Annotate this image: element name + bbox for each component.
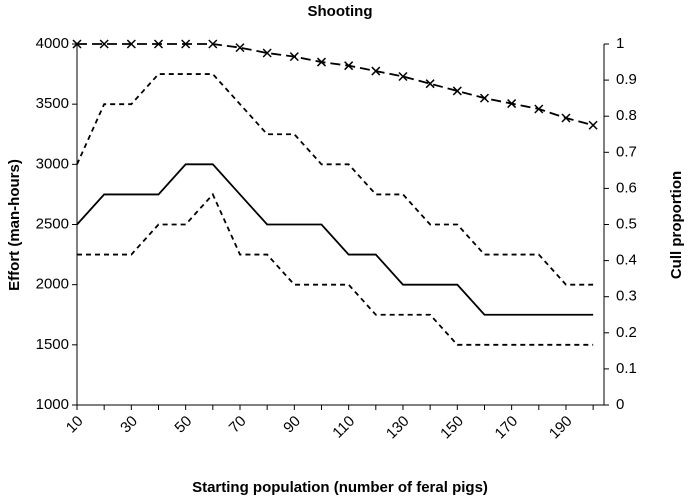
- y2-tick-label: 0.7: [616, 143, 637, 160]
- y-tick-label: 3000: [36, 155, 69, 172]
- x-tick-label: 30: [117, 413, 141, 437]
- series-line: [77, 43, 594, 127]
- x-tick-label: 150: [437, 413, 467, 443]
- marker: [99, 39, 109, 49]
- chart-title: Shooting: [308, 3, 373, 20]
- marker: [262, 48, 272, 58]
- series-line: [77, 192, 594, 346]
- y-tick-label: 3500: [36, 95, 69, 112]
- x-tick-label: 90: [280, 413, 304, 437]
- y2-tick-label: 1: [616, 35, 624, 52]
- marker: [452, 86, 462, 96]
- y2-tick-label: 0.3: [616, 288, 637, 305]
- y2-tick-label: 0.8: [616, 107, 637, 124]
- marker: [344, 61, 354, 71]
- y2-tick-label: 0.5: [616, 215, 637, 232]
- marker: [534, 104, 544, 114]
- y2-tick-label: 0.9: [616, 71, 637, 88]
- y2-tick-label: 0.4: [616, 252, 637, 269]
- series-line: [76, 163, 594, 316]
- marker: [371, 66, 381, 76]
- marker: [588, 120, 598, 130]
- x-tick-label: 50: [171, 413, 195, 437]
- marker: [479, 93, 490, 103]
- y2-axis-label: Cull proportion: [668, 171, 685, 279]
- y-tick-label: 1000: [36, 396, 69, 413]
- x-tick-label: 130: [383, 413, 413, 443]
- marker: [316, 57, 327, 67]
- y2-tick-label: 0: [616, 396, 624, 413]
- marker: [507, 99, 517, 109]
- y-tick-label: 2500: [36, 215, 69, 232]
- y2-tick-label: 0.6: [616, 179, 637, 196]
- x-tick-label: 190: [546, 413, 576, 443]
- marker: [425, 79, 435, 89]
- marker: [235, 43, 245, 53]
- marker: [208, 39, 218, 49]
- y-axis-label: Effort (man-hours): [6, 159, 23, 291]
- x-tick-label: 10: [63, 413, 87, 437]
- marker: [72, 39, 82, 49]
- y2-tick-label: 0.2: [616, 324, 637, 341]
- x-tick-label: 170: [492, 413, 522, 443]
- y2-tick-label: 0.1: [616, 360, 637, 377]
- series-line: [76, 73, 594, 286]
- y-tick-label: 4000: [36, 35, 69, 52]
- marker: [561, 113, 571, 123]
- y-tick-label: 1500: [36, 336, 69, 353]
- marker: [153, 39, 164, 49]
- x-tick-label: 110: [329, 413, 358, 442]
- marker: [289, 52, 299, 62]
- marker: [398, 71, 408, 82]
- x-axis-label: Starting population (number of feral pig…: [192, 479, 488, 496]
- y-tick-label: 2000: [36, 276, 69, 293]
- x-tick-label: 70: [226, 413, 250, 437]
- marker: [181, 39, 191, 49]
- marker: [126, 39, 136, 49]
